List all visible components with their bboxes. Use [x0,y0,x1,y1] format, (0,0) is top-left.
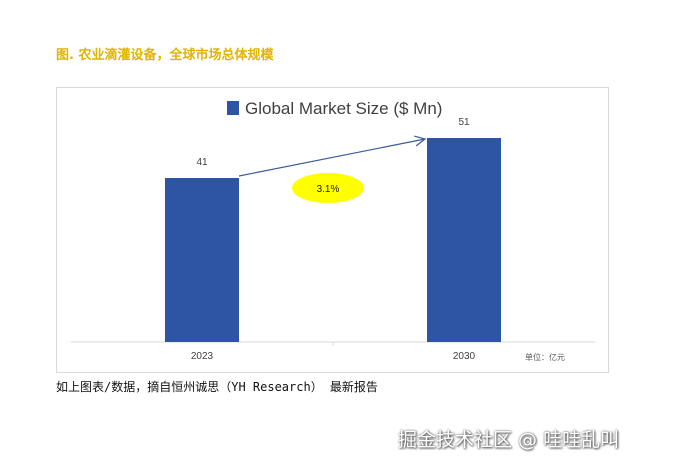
data-label-2030: 51 [458,117,470,128]
chart-area: Global Market Size ($ Mn) 41 2023 51 2030 3… [56,87,609,373]
legend-swatch [227,101,239,115]
unit-note: 单位：亿元 [525,352,565,362]
cagr-label: 3.1% [317,184,340,195]
data-label-2023: 41 [196,157,208,168]
bar-2023 [165,178,239,342]
bar-chart: Global Market Size ($ Mn) 41 2023 51 2030 3… [71,99,595,362]
legend: Global Market Size ($ Mn) [227,99,442,118]
cagr-arrow-line [238,138,426,177]
cagr-bubble [292,173,364,203]
x-tick-label-2023: 2023 [191,351,214,362]
cagr-arrowhead [414,135,427,147]
source-caption: 如上图表/数据，摘自恒州诚思（YH Research） 最新报告 [56,380,378,394]
watermark: 掘金技术社区 @ 哇哇乱叫 [398,429,620,451]
figure-title: 图. 农业滴灌设备，全球市场总体规模 [56,48,274,63]
x-tick-label-2030: 2030 [453,351,476,362]
legend-label: Global Market Size ($ Mn) [245,99,442,118]
bar-2030 [427,138,501,342]
